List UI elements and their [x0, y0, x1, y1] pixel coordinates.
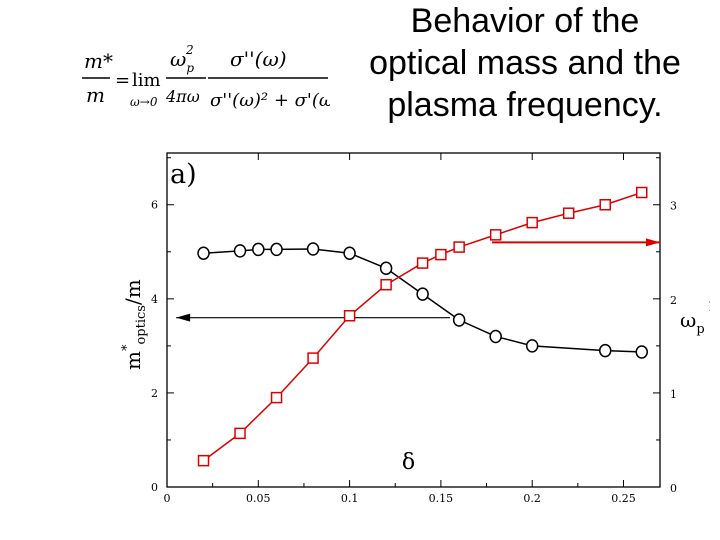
formula-four-pi-omega: 4πω: [165, 87, 200, 106]
formula-m: m: [86, 83, 105, 107]
data-point-circle: [253, 243, 264, 255]
x-tick-label: 0.25: [611, 492, 636, 505]
data-point-circle: [490, 330, 501, 342]
data-point-circle: [308, 243, 319, 255]
data-point-square: [418, 258, 428, 268]
series-square-line: [204, 193, 642, 461]
formula-lim: lim: [132, 70, 161, 91]
x-tick-label: 0.15: [429, 492, 454, 505]
formula-m-star: m*: [84, 49, 113, 73]
formula-equals: =: [115, 70, 130, 91]
data-point-circle: [381, 262, 392, 274]
slide-title: Behavior of the optical mass and the pla…: [330, 0, 720, 126]
title-line-3: plasma frequency.: [330, 84, 720, 126]
y-right-tick-label: 2: [670, 294, 677, 307]
formula-wp2: ωp2: [170, 43, 194, 75]
y-left-axis-label: m*optics/m: [120, 279, 149, 370]
x-tick-label: 0.05: [246, 492, 271, 505]
data-point-circle: [454, 314, 465, 326]
arrow-right-head: [646, 238, 660, 246]
data-point-square: [345, 311, 355, 321]
y-left-tick-label: 4: [151, 293, 158, 306]
data-point-circle: [271, 243, 282, 255]
y-right-axis-label: ωp2: [680, 299, 710, 337]
data-point-square: [308, 353, 318, 363]
optical-mass-formula: m* m = lim ω→0 ωp2 4πω σ''(ω) σ''(ω)² + …: [80, 26, 330, 136]
formula-lim-subscript: ω→0: [130, 95, 158, 109]
panel-label: a): [170, 159, 197, 190]
arrow-left-head: [176, 314, 190, 322]
title-line-2: optical mass and the: [330, 42, 720, 84]
data-point-circle: [417, 288, 428, 300]
data-point-circle: [198, 247, 209, 259]
formula-numerator: σ''(ω): [230, 47, 287, 71]
y-right-tick-label: 3: [670, 200, 677, 213]
x-tick-label: 0: [164, 492, 171, 505]
y-left-tick-label: 0: [151, 481, 158, 494]
y-right-tick-label: 1: [670, 388, 677, 401]
y-right-tick-label: 0: [670, 482, 677, 495]
data-point-square: [272, 393, 282, 403]
data-point-square: [637, 188, 647, 198]
data-point-square: [436, 250, 446, 260]
y-left-tick-label: 6: [151, 199, 158, 212]
data-point-square: [235, 428, 245, 438]
x-axis-label: δ: [402, 450, 415, 475]
data-point-square: [491, 230, 501, 240]
x-tick-label: 0.1: [341, 492, 359, 505]
data-point-circle: [527, 340, 538, 352]
data-point-circle: [600, 345, 611, 357]
data-point-circle: [235, 245, 246, 257]
optical-mass-chart: 0 0.05 0.1 0.15 0.2 0.25 0 2 4 6 0 1 2 3 a) δ m*optics/m…: [110, 145, 710, 540]
data-point-square: [564, 208, 574, 218]
data-point-circle: [344, 247, 355, 259]
data-point-square: [381, 280, 391, 290]
formula-denominator: σ''(ω)² + σ'(ω)²: [210, 90, 330, 111]
data-point-square: [199, 456, 209, 466]
data-point-circle: [636, 346, 647, 358]
title-line-1: Behavior of the: [330, 0, 720, 42]
data-point-square: [527, 218, 537, 228]
x-tick-label: 0.2: [523, 492, 541, 505]
data-point-square: [454, 242, 464, 252]
y-left-tick-label: 2: [151, 387, 158, 400]
data-point-square: [600, 200, 610, 210]
